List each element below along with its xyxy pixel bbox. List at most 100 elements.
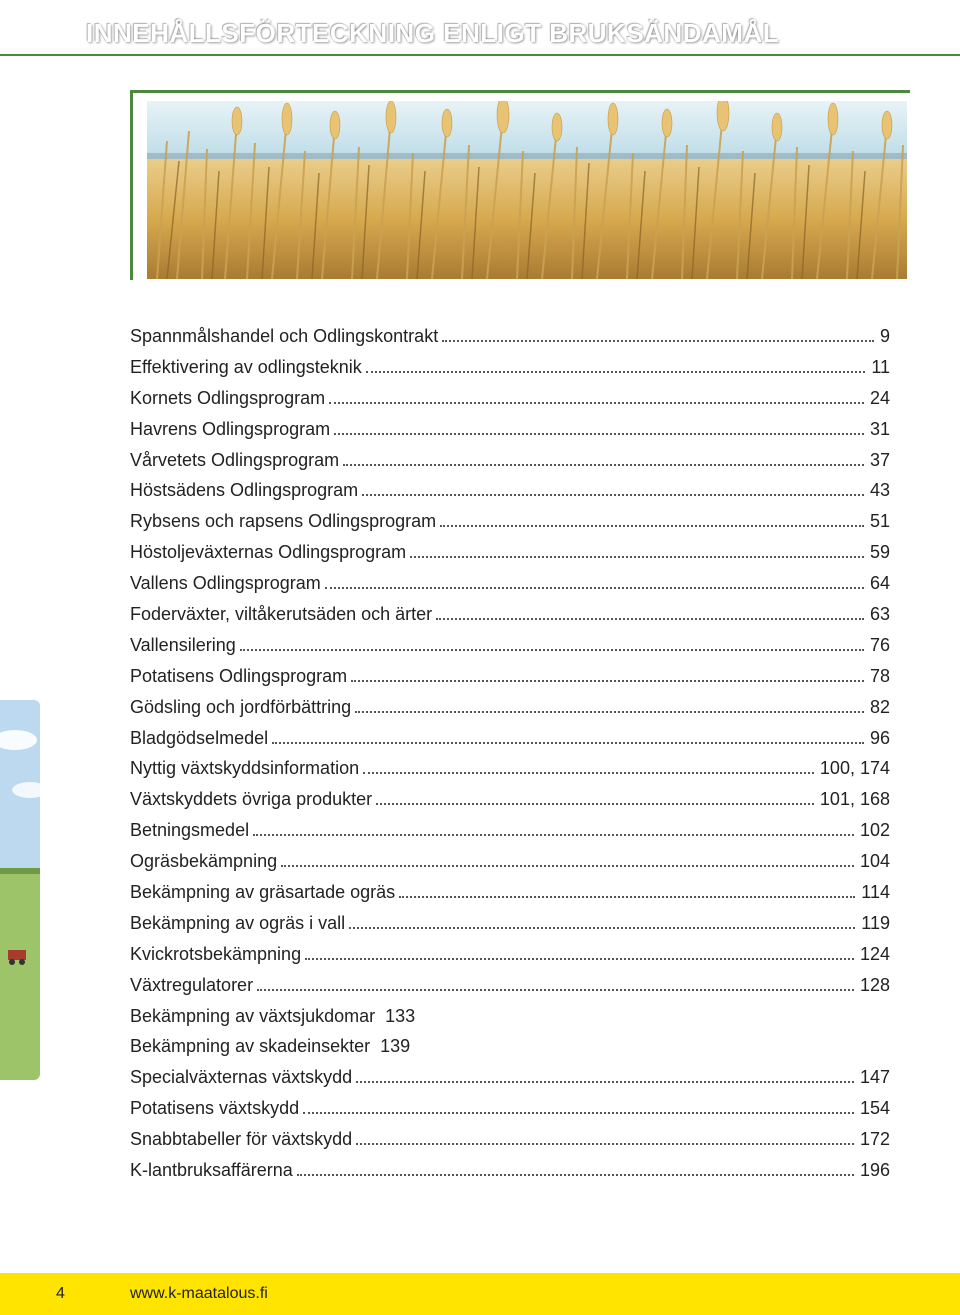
- footer-page-number: 4: [56, 1285, 65, 1303]
- toc-leader: [240, 635, 864, 651]
- toc-list: Spannmålshandel och Odlingskontrakt 9 Effe…: [130, 320, 890, 1188]
- toc-row: Bekämpning av växtsjukdomar 133: [130, 1003, 890, 1031]
- toc-page: 59: [868, 539, 890, 567]
- toc-label: Höstoljeväxternas Odlingsprogram: [130, 539, 406, 567]
- toc-page: 172: [858, 1126, 890, 1154]
- toc-page: 100, 174: [818, 755, 890, 783]
- header-rule: [0, 54, 960, 56]
- toc-row: Gödsling och jordförbättring82: [130, 694, 890, 722]
- toc-leader: [334, 418, 864, 434]
- toc-page: 154: [858, 1095, 890, 1123]
- toc-row: Kvickrotsbekämpning 124: [130, 941, 890, 969]
- toc-label: Havrens Odlingsprogram: [130, 416, 330, 444]
- toc-leader: [440, 511, 864, 527]
- toc-row: Effektivering av odlingsteknik 11: [130, 354, 890, 382]
- toc-leader: [442, 326, 874, 342]
- toc-leader: [376, 789, 814, 805]
- toc-row: Bekämpning av skadeinsekter 139: [130, 1033, 890, 1061]
- toc-row: Kornets Odlingsprogram24: [130, 385, 890, 413]
- toc-row: Spannmålshandel och Odlingskontrakt 9: [130, 323, 890, 351]
- toc-label: Specialväxternas växtskydd: [130, 1064, 352, 1092]
- toc-page: 124: [858, 941, 890, 969]
- toc-row: Ogräsbekämpning 104: [130, 848, 890, 876]
- toc-row: Bekämpning av ogräs i vall119: [130, 910, 890, 938]
- toc-leader: [399, 882, 855, 898]
- toc-leader: [281, 851, 854, 867]
- toc-page: 119: [859, 910, 890, 938]
- hero-frame: [130, 90, 910, 280]
- toc-page: 37: [868, 447, 890, 475]
- toc-row: Nyttig växtskyddsinformation 100, 174: [130, 755, 890, 783]
- toc-row: Växtskyddets övriga produkter101, 168: [130, 786, 890, 814]
- toc-row: Höstsädens Odlingsprogram43: [130, 477, 890, 505]
- toc-row: Vallensilering 76: [130, 632, 890, 660]
- toc-leader: [305, 944, 854, 960]
- toc-row: Vallens Odlingsprogram 64: [130, 570, 890, 598]
- toc-label: Potatisens Odlingsprogram: [130, 663, 347, 691]
- toc-row: Potatisens Odlingsprogram78: [130, 663, 890, 691]
- toc-row: Snabbtabeller för växtskydd 172: [130, 1126, 890, 1154]
- toc-label: Foderväxter, viltåkerutsäden och ärter: [130, 601, 432, 629]
- toc-row: Havrens Odlingsprogram 31: [130, 416, 890, 444]
- toc-page: 64: [868, 570, 890, 598]
- toc-label: Vårvetets Odlingsprogram: [130, 447, 339, 475]
- toc-row: Betningsmedel102: [130, 817, 890, 845]
- toc-leader: [297, 1160, 854, 1176]
- toc-leader: [257, 975, 854, 991]
- toc-label: Vallens Odlingsprogram: [130, 570, 321, 598]
- toc-label: Växtregulatorer: [130, 972, 253, 1000]
- toc-label: Gödsling och jordförbättring: [130, 694, 351, 722]
- toc-leader: [355, 697, 864, 713]
- toc-row: Bekämpning av gräsartade ogräs 114: [130, 879, 890, 907]
- toc-page: 9: [878, 323, 890, 351]
- toc-leader: [349, 913, 855, 929]
- toc-label: Ogräsbekämpning: [130, 848, 277, 876]
- toc-page: 196: [858, 1157, 890, 1185]
- toc-page: 31: [868, 416, 890, 444]
- toc-leader: [343, 449, 864, 465]
- toc-label: Bekämpning av växtsjukdomar: [130, 1003, 375, 1031]
- toc-leader: [366, 357, 866, 373]
- footer-bar: 4 www.k-maatalous.fi: [0, 1273, 960, 1315]
- toc-leader: [356, 1067, 854, 1083]
- toc-leader: [351, 666, 864, 682]
- hero-image: [147, 101, 907, 279]
- toc-leader: [325, 573, 864, 589]
- toc-label: Bladgödselmedel: [130, 725, 268, 753]
- page-title: INNEHÅLLSFÖRTECKNING ENLIGT BRUKSÄNDAMÅL: [86, 18, 779, 49]
- toc-label: Snabbtabeller för växtskydd: [130, 1126, 352, 1154]
- toc-page: 63: [868, 601, 890, 629]
- toc-page: 128: [858, 972, 890, 1000]
- toc-row: Bladgödselmedel 96: [130, 725, 890, 753]
- toc-label: Bekämpning av skadeinsekter: [130, 1033, 370, 1061]
- toc-leader: [362, 480, 864, 496]
- toc-page: 51: [868, 508, 890, 536]
- toc-page: 76: [868, 632, 890, 660]
- toc-label: Rybsens och rapsens Odlingsprogram: [130, 508, 436, 536]
- toc-page: 139: [370, 1033, 410, 1061]
- toc-label: Kvickrotsbekämpning: [130, 941, 301, 969]
- toc-page: 114: [859, 879, 890, 907]
- toc-leader: [272, 727, 864, 743]
- toc-label: K-lantbruksaffärerna: [130, 1157, 293, 1185]
- toc-row: Specialväxternas växtskydd147: [130, 1064, 890, 1092]
- toc-row: Vårvetets Odlingsprogram 37: [130, 447, 890, 475]
- toc-label: Nyttig växtskyddsinformation: [130, 755, 359, 783]
- toc-page: 96: [868, 725, 890, 753]
- footer-url: www.k-maatalous.fi: [130, 1285, 268, 1303]
- toc-row: Potatisens växtskydd154: [130, 1095, 890, 1123]
- toc-label: Effektivering av odlingsteknik: [130, 354, 362, 382]
- toc-label: Bekämpning av gräsartade ogräs: [130, 879, 395, 907]
- toc-leader: [410, 542, 864, 558]
- toc-label: Spannmålshandel och Odlingskontrakt: [130, 323, 438, 351]
- toc-page: 104: [858, 848, 890, 876]
- toc-label: Vallensilering: [130, 632, 236, 660]
- toc-page: 43: [868, 477, 890, 505]
- toc-page: 11: [869, 354, 890, 382]
- page: INNEHÅLLSFÖRTECKNING ENLIGT BRUKSÄNDAMÅL: [0, 0, 960, 1315]
- toc-row: Rybsens och rapsens Odlingsprogram 51: [130, 508, 890, 536]
- toc-label: Växtskyddets övriga produkter: [130, 786, 372, 814]
- toc-leader: [329, 388, 864, 404]
- toc-row: Växtregulatorer 128: [130, 972, 890, 1000]
- toc-page: 24: [868, 385, 890, 413]
